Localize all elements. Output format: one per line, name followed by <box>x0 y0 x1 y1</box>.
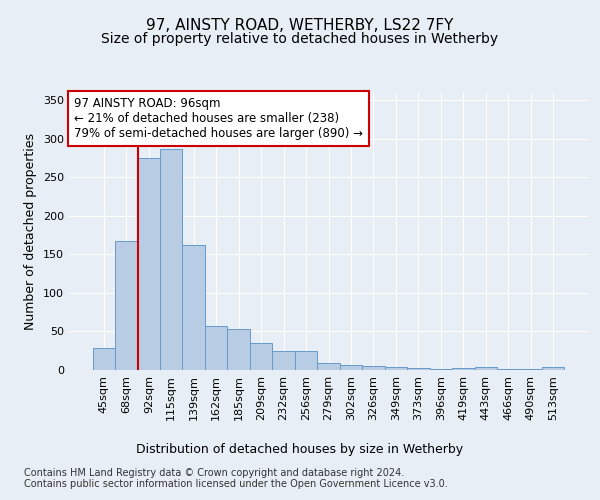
Bar <box>475 367 497 370</box>
Bar <box>295 350 317 370</box>
Text: Size of property relative to detached houses in Wetherby: Size of property relative to detached ho… <box>101 32 499 46</box>
Bar <box>92 348 115 370</box>
Bar <box>317 363 340 370</box>
Bar <box>182 245 205 370</box>
Bar <box>340 366 362 370</box>
Bar <box>227 329 250 370</box>
Text: 97 AINSTY ROAD: 96sqm
← 21% of detached houses are smaller (238)
79% of semi-det: 97 AINSTY ROAD: 96sqm ← 21% of detached … <box>74 96 363 140</box>
Text: Contains HM Land Registry data © Crown copyright and database right 2024.
Contai: Contains HM Land Registry data © Crown c… <box>24 468 448 489</box>
Bar <box>497 369 520 370</box>
Bar <box>250 343 272 370</box>
Bar <box>160 149 182 370</box>
Bar <box>362 366 385 370</box>
Bar <box>385 367 407 370</box>
Bar <box>542 367 565 370</box>
Text: Distribution of detached houses by size in Wetherby: Distribution of detached houses by size … <box>136 442 464 456</box>
Y-axis label: Number of detached properties: Number of detached properties <box>25 132 37 330</box>
Bar <box>430 369 452 370</box>
Bar <box>520 369 542 370</box>
Bar <box>205 326 227 370</box>
Text: 97, AINSTY ROAD, WETHERBY, LS22 7FY: 97, AINSTY ROAD, WETHERBY, LS22 7FY <box>146 18 454 32</box>
Bar <box>452 368 475 370</box>
Bar <box>407 368 430 370</box>
Bar <box>115 242 137 370</box>
Bar <box>272 350 295 370</box>
Bar <box>137 158 160 370</box>
